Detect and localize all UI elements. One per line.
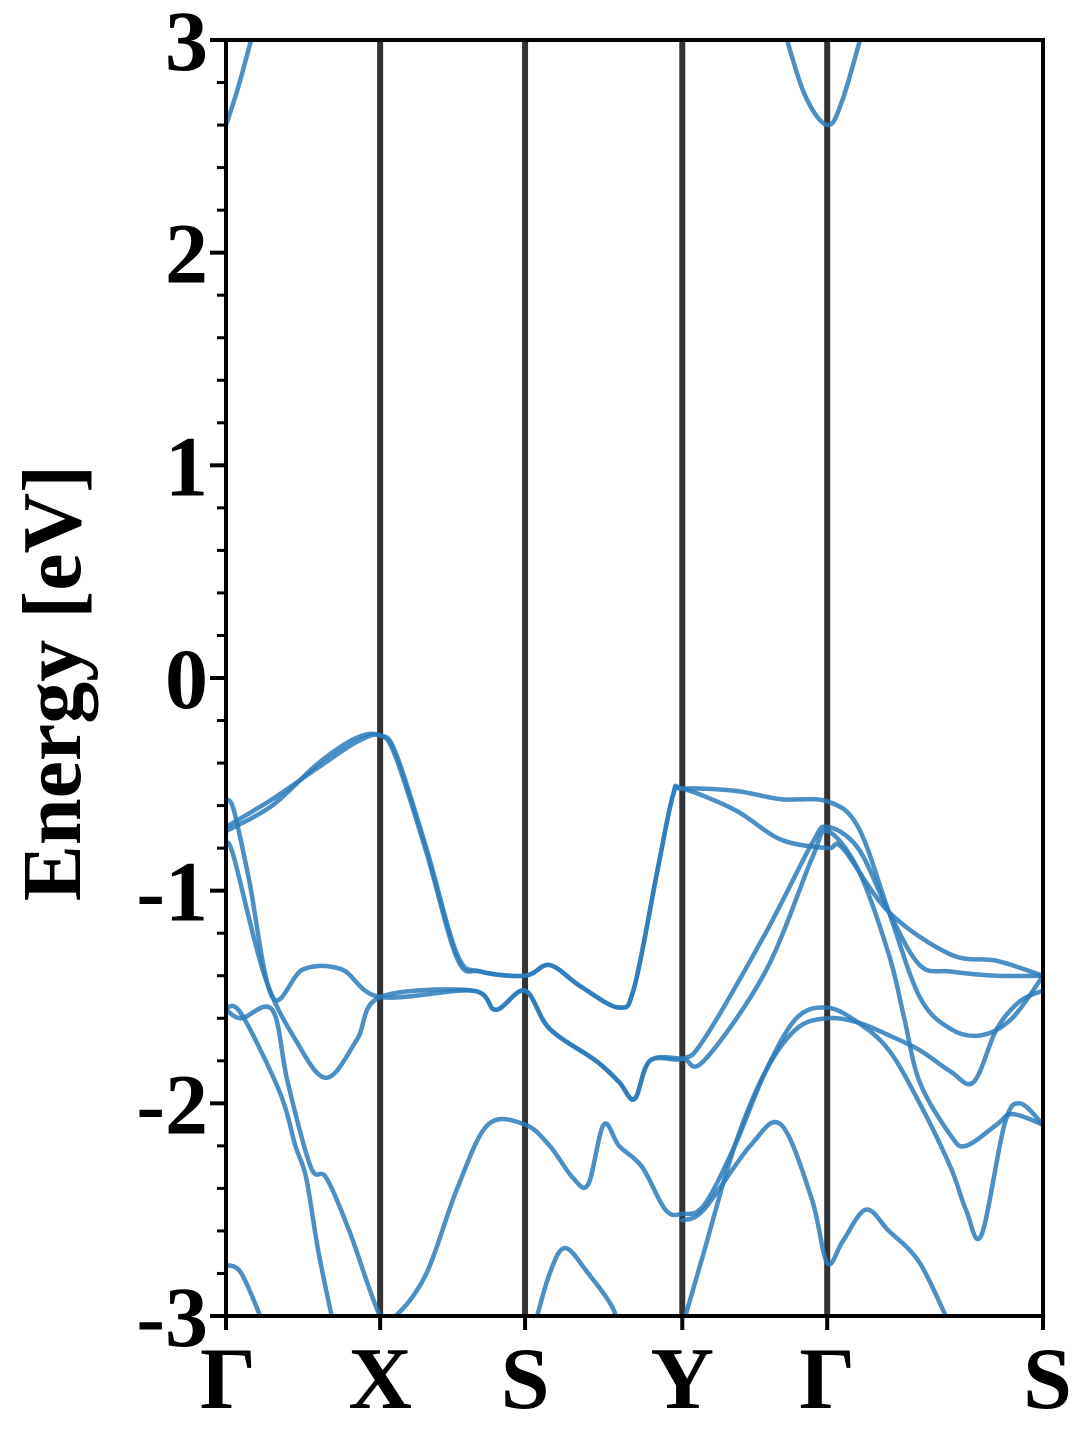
band-lines [226, 40, 1043, 1316]
high-symmetry-dividers [377, 40, 831, 1316]
k-point-label: Γ [200, 1331, 256, 1428]
band-line-8 [226, 1262, 263, 1316]
y-tick-label: -1 [136, 844, 208, 940]
band-line-9 [534, 1245, 619, 1316]
y-axis-title: Energy [eV] [6, 465, 99, 901]
y-tick-label: -2 [136, 1056, 208, 1152]
k-point-label: Y [651, 1331, 715, 1428]
band-line-0 [226, 40, 254, 128]
y-tick-label: 0 [165, 631, 208, 727]
k-point-label: Γ [799, 1331, 855, 1428]
plot-frame [224, 38, 1045, 1318]
y-axis-ticks [210, 38, 1045, 1330]
y-tick-label: 2 [165, 206, 208, 302]
y-tick-label: 3 [165, 0, 208, 89]
band-line-1 [784, 40, 863, 128]
band-line-6 [226, 1004, 1043, 1316]
k-point-label: S [501, 1331, 550, 1428]
band-line-11 [680, 1119, 949, 1316]
band-line-10 [683, 988, 1043, 1316]
k-point-label: X [348, 1331, 412, 1428]
band-line-5 [226, 828, 1043, 1149]
k-point-label: S [1023, 1331, 1072, 1428]
y-tick-labels: -3 -2 -1 0 1 2 3 [136, 0, 208, 1365]
y-tick-label: -3 [136, 1269, 208, 1365]
y-tick-label: 1 [165, 418, 208, 514]
band-line-7 [226, 1003, 334, 1316]
